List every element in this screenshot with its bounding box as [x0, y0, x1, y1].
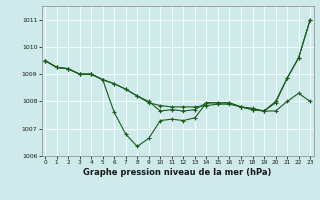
X-axis label: Graphe pression niveau de la mer (hPa): Graphe pression niveau de la mer (hPa): [84, 168, 272, 177]
